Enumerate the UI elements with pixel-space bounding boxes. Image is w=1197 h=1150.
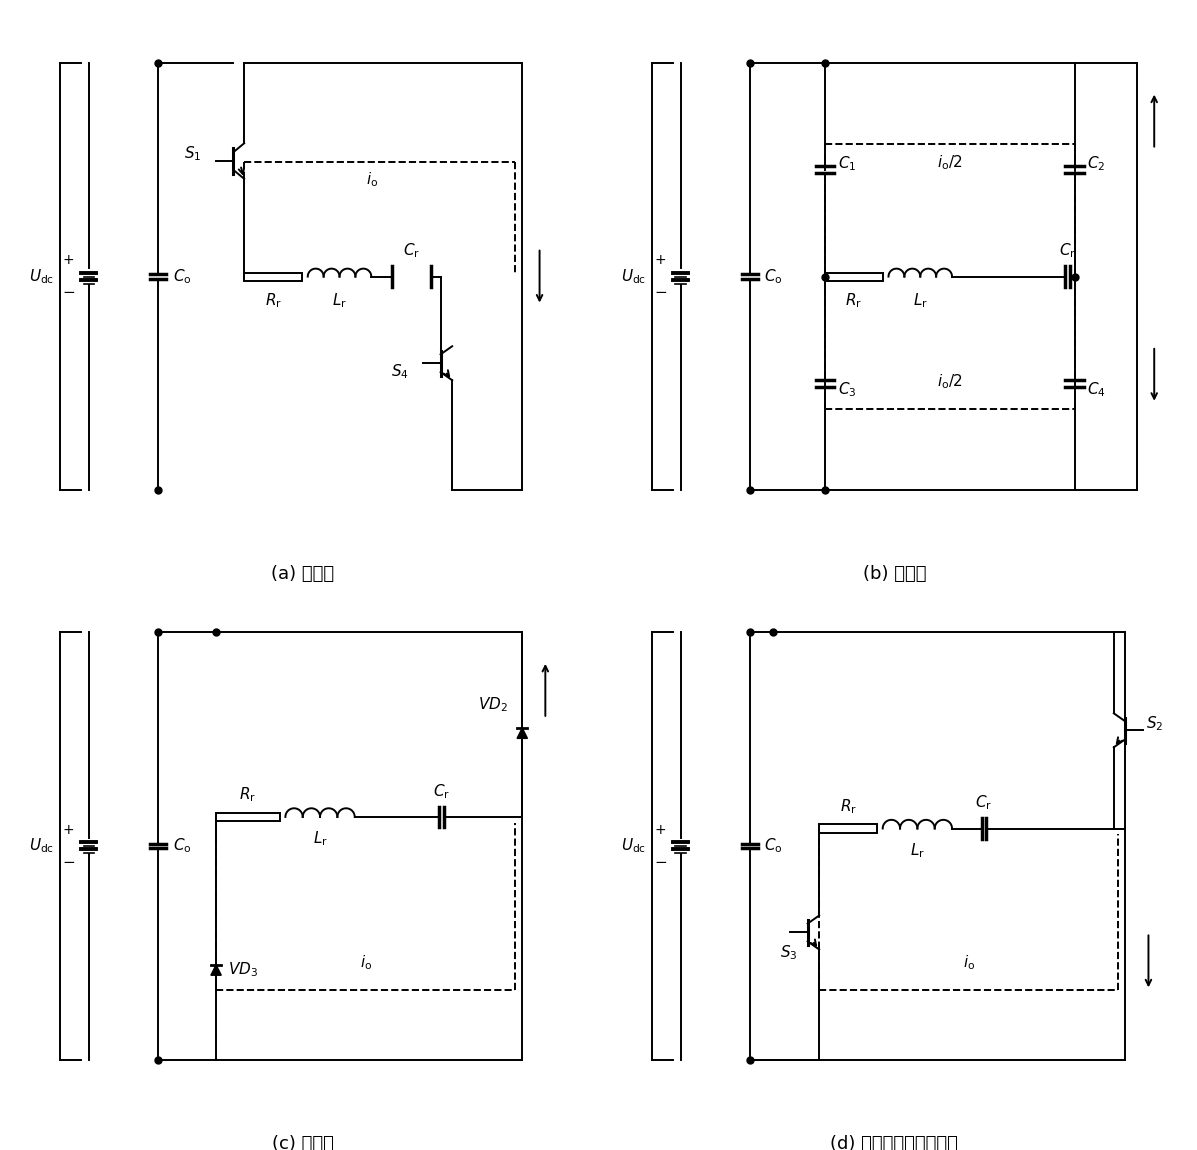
Text: $C_3$: $C_3$ — [838, 380, 856, 399]
Text: $i_{\rm o}$: $i_{\rm o}$ — [359, 953, 372, 972]
Text: $R_{\rm r}$: $R_{\rm r}$ — [845, 291, 862, 309]
Text: $S_3$: $S_3$ — [779, 943, 797, 963]
Polygon shape — [517, 728, 528, 738]
Text: (b) 换向中: (b) 换向中 — [863, 566, 926, 583]
Text: $S_1$: $S_1$ — [184, 145, 201, 163]
Text: (c) 换向后: (c) 换向后 — [272, 1135, 334, 1150]
Text: $L_{\rm r}$: $L_{\rm r}$ — [913, 291, 928, 309]
Text: $S_2$: $S_2$ — [1146, 714, 1163, 733]
Text: $C_{\rm o}$: $C_{\rm o}$ — [765, 836, 783, 856]
Text: $L_{\rm r}$: $L_{\rm r}$ — [910, 841, 925, 860]
Polygon shape — [211, 965, 221, 975]
Text: $R_{\rm r}$: $R_{\rm r}$ — [839, 797, 857, 815]
Text: $U_{\rm dc}$: $U_{\rm dc}$ — [29, 836, 54, 856]
Text: −: − — [62, 285, 75, 300]
Text: $L_{\rm r}$: $L_{\rm r}$ — [332, 291, 347, 309]
Text: $C_{\rm r}$: $C_{\rm r}$ — [1059, 242, 1076, 260]
Text: $U_{\rm dc}$: $U_{\rm dc}$ — [621, 836, 646, 856]
Text: $C_1$: $C_1$ — [838, 154, 856, 174]
Text: +: + — [63, 253, 74, 268]
Text: $U_{\rm dc}$: $U_{\rm dc}$ — [621, 267, 646, 286]
Text: (a) 换向前: (a) 换向前 — [272, 566, 334, 583]
Text: $i_{\rm o}/2$: $i_{\rm o}/2$ — [937, 153, 962, 171]
Bar — [244, 273, 302, 281]
Text: $R_{\rm r}$: $R_{\rm r}$ — [265, 291, 281, 309]
Text: $S_4$: $S_4$ — [391, 362, 409, 382]
Text: $R_{\rm r}$: $R_{\rm r}$ — [239, 785, 256, 804]
Text: (d) 负载电流改变方向后: (d) 负载电流改变方向后 — [831, 1135, 959, 1150]
Text: $VD_2$: $VD_2$ — [478, 695, 508, 714]
Text: $C_{\rm r}$: $C_{\rm r}$ — [433, 782, 450, 800]
Text: $i_{\rm o}/2$: $i_{\rm o}/2$ — [937, 373, 962, 391]
Text: $L_{\rm r}$: $L_{\rm r}$ — [312, 829, 328, 849]
Text: $C_{\rm o}$: $C_{\rm o}$ — [172, 267, 192, 286]
Text: +: + — [63, 822, 74, 837]
Text: −: − — [62, 854, 75, 869]
Bar — [825, 273, 882, 281]
Text: $U_{\rm dc}$: $U_{\rm dc}$ — [29, 267, 54, 286]
Text: $i_{\rm o}$: $i_{\rm o}$ — [962, 953, 974, 972]
Text: $VD_3$: $VD_3$ — [227, 960, 257, 980]
Text: +: + — [655, 253, 667, 268]
Text: $C_{\rm o}$: $C_{\rm o}$ — [172, 836, 192, 856]
Bar — [819, 825, 877, 833]
Text: −: − — [654, 854, 667, 869]
Text: +: + — [655, 822, 667, 837]
Text: $i_{\rm o}$: $i_{\rm o}$ — [366, 170, 378, 190]
Text: −: − — [654, 285, 667, 300]
Bar — [217, 813, 280, 821]
Text: $C_{\rm o}$: $C_{\rm o}$ — [765, 267, 783, 286]
Text: $C_{\rm r}$: $C_{\rm r}$ — [403, 242, 420, 260]
Text: $C_4$: $C_4$ — [1087, 380, 1106, 399]
Text: $C_{\rm r}$: $C_{\rm r}$ — [976, 793, 992, 812]
Text: $C_2$: $C_2$ — [1087, 154, 1106, 174]
